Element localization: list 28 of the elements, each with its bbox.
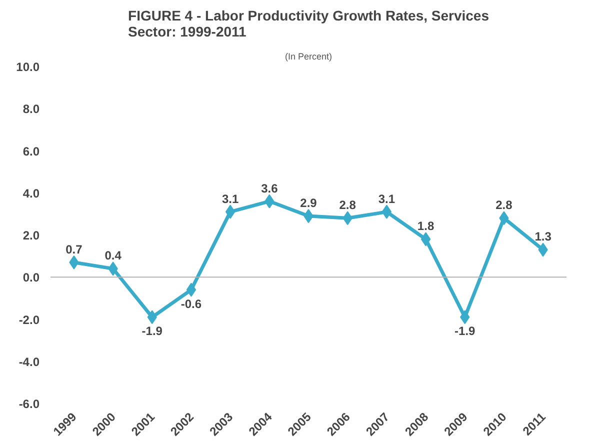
chart-title: FIGURE 4 - Labor Productivity Growth Rates, Services Sector: 1999-2011 [128, 8, 490, 40]
y-tick-label: 4.0 [22, 186, 40, 200]
point [420, 232, 431, 246]
y-tick-label: -4.0 [18, 354, 40, 369]
y-tick-label: 2.0 [22, 228, 40, 242]
data-label: -0.6 [180, 296, 202, 311]
y-tick-label: 10.0 [16, 60, 40, 74]
data-label: 1.3 [534, 230, 552, 244]
data-label: 2.8 [339, 198, 356, 212]
data-label: -1.9 [142, 324, 163, 338]
y-tick-label: -2.0 [18, 312, 40, 327]
y-tick-label: 0.0 [22, 270, 40, 285]
point [382, 204, 392, 219]
y-tick-label: 8.0 [22, 102, 40, 116]
y-tick-label: -6.0 [18, 397, 40, 411]
data-label: 3.1 [222, 192, 239, 206]
data-label: 1.8 [417, 219, 434, 234]
data-label: 0.7 [66, 242, 83, 256]
point [225, 204, 236, 219]
y-tick-label: 6.0 [22, 144, 40, 158]
data-label: 2.9 [300, 196, 318, 210]
data-label: 3.1 [378, 192, 396, 206]
chart-subtitle: (In Percent) [284, 52, 332, 62]
point [186, 282, 196, 297]
data-label: -1.9 [454, 324, 476, 338]
data-label: 3.6 [261, 181, 278, 196]
data-label: 2.8 [496, 198, 513, 212]
data-label: 0.4 [104, 248, 122, 263]
